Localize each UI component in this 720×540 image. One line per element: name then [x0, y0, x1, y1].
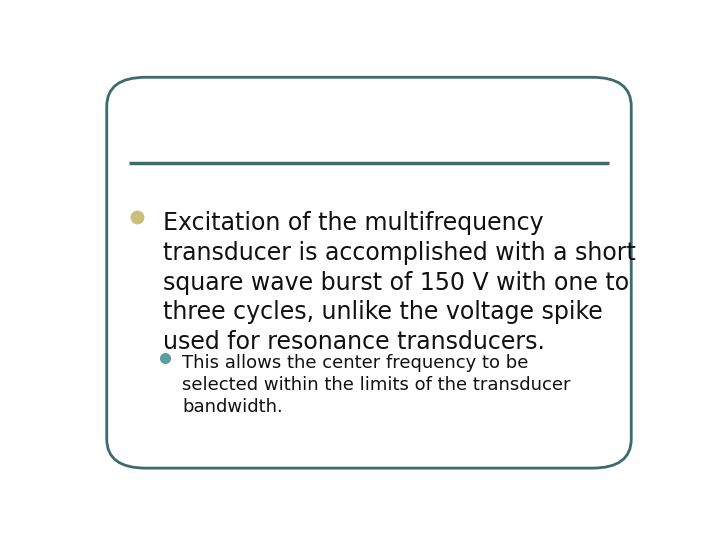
FancyBboxPatch shape — [107, 77, 631, 468]
Text: This allows the center frequency to be
selected within the limits of the transdu: This allows the center frequency to be s… — [182, 354, 570, 416]
Text: Excitation of the multifrequency
transducer is accomplished with a short
square : Excitation of the multifrequency transdu… — [163, 211, 636, 354]
